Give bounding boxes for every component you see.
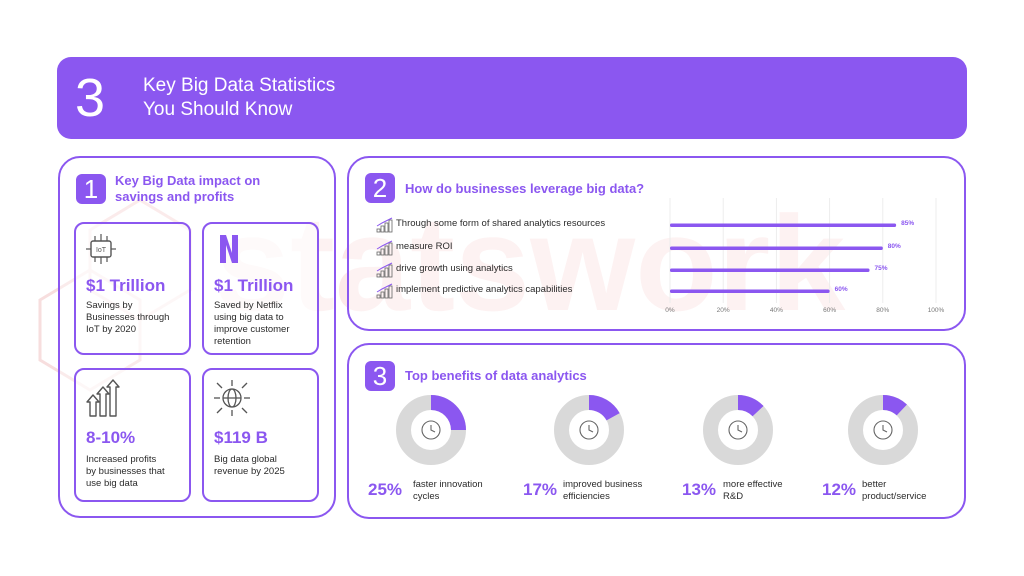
analytics-chart-icon — [376, 262, 393, 278]
stat-desc: Big data global revenue by 2025 — [214, 454, 285, 477]
donut-slice — [431, 395, 466, 430]
analytics-chart-icon — [376, 283, 393, 299]
x-tick-label: 60% — [823, 307, 837, 314]
benefit-description-line: improved business — [563, 479, 643, 490]
leverage-panel — [347, 156, 966, 331]
category-label: Through some form of shared analytics re… — [396, 218, 606, 229]
benefit-percentage: 25% — [368, 480, 403, 499]
bar — [670, 289, 830, 293]
benefit-description-line: R&D — [723, 490, 744, 502]
benefit-description: more effective R&D — [723, 479, 783, 502]
stat-card-profits: 8-10% Increased profits by businesses th… — [74, 368, 191, 502]
benefit-description-line: product/service — [862, 490, 927, 502]
benefit-description-line: better — [862, 479, 887, 490]
rocket-icon — [873, 420, 893, 440]
benefit-percentage: 13% — [682, 480, 717, 499]
section3-number: 3 — [365, 361, 395, 391]
header-banner: 3 Key Big Data Statistics You Should Kno… — [57, 57, 967, 139]
analytics-chart-icon — [376, 240, 393, 256]
section2-title: How do businesses leverage big data? — [405, 181, 645, 196]
category-label: measure ROI — [396, 241, 453, 252]
global-network-icon — [214, 380, 250, 416]
donut-chart — [554, 395, 624, 465]
benefit-description: improved business efficiencies — [563, 479, 642, 502]
bar-value-label: 80% — [887, 243, 901, 250]
svg-text:IoT: IoT — [96, 247, 107, 254]
bar — [670, 246, 883, 250]
donut-slice — [883, 395, 907, 416]
analytics-chart-icon — [376, 217, 393, 233]
bar-value-label: 85% — [901, 220, 915, 227]
x-tick-label: 0% — [665, 307, 675, 314]
stat-value: 8-10% — [86, 428, 136, 447]
category-label: implement predictive analytics capabilit… — [396, 284, 573, 295]
netflix-logo-icon — [220, 235, 238, 263]
donut-chart — [848, 395, 918, 465]
stat-desc: Increased profits by businesses that use… — [86, 454, 165, 489]
benefit-description: better product/service — [862, 479, 926, 502]
x-tick-label: 40% — [769, 307, 783, 314]
benefit-description-line: more effective — [723, 479, 783, 490]
benefit-description-line: cycles — [413, 490, 440, 502]
x-tick-label: 100% — [927, 307, 945, 314]
growth-arrows-icon — [86, 379, 120, 417]
donut-slice — [738, 395, 764, 417]
x-tick-label: 80% — [876, 307, 890, 314]
bar-value-label: 75% — [874, 265, 888, 272]
lightbulb-icon — [728, 420, 748, 440]
stat-card-revenue: $119 B Big data global revenue by 2025 — [202, 368, 319, 502]
section2-number: 2 — [365, 173, 395, 203]
gears-icon — [579, 420, 599, 440]
clock-gear-icon — [421, 420, 441, 440]
bar-value-label: 60% — [834, 286, 848, 293]
stat-card-iot: IoT $1 Trillion Savings by Businesses th… — [74, 222, 191, 355]
stat-value: $119 B — [214, 428, 268, 447]
x-tick-label: 20% — [716, 307, 730, 314]
donut-slice — [589, 395, 620, 421]
header-title: Key Big Data Statistics You Should Know — [143, 75, 336, 120]
stat-desc: Savings by Businesses through IoT by 202… — [86, 300, 170, 335]
iot-chip-icon: IoT — [86, 234, 116, 264]
header-number: 3 — [75, 68, 106, 128]
bar — [670, 223, 897, 227]
benefit-percentage: 12% — [822, 480, 857, 499]
donut-chart — [703, 395, 773, 465]
benefit-percentage: 17% — [523, 480, 558, 499]
section3-title: Top benefits of data analytics — [405, 368, 587, 383]
section1-number: 1 — [76, 174, 106, 204]
benefit-description-line: efficiencies — [563, 490, 610, 502]
bar — [670, 268, 870, 272]
stat-card-netflix: $1 Trillion Saved by Netflix using big d… — [202, 222, 319, 355]
stat-desc: Saved by Netflix using big data to impro… — [214, 300, 290, 347]
donut-chart — [396, 395, 466, 465]
benefit-description-line: faster innovation — [413, 479, 483, 490]
category-label: drive growth using analytics — [396, 263, 513, 274]
stat-value: $1 Trillion — [214, 276, 294, 295]
stat-value: $1 Trillion — [86, 276, 166, 295]
section1-title: Key Big Data impact on savings and profi… — [115, 173, 261, 204]
benefit-description: faster innovation cycles — [413, 479, 483, 502]
